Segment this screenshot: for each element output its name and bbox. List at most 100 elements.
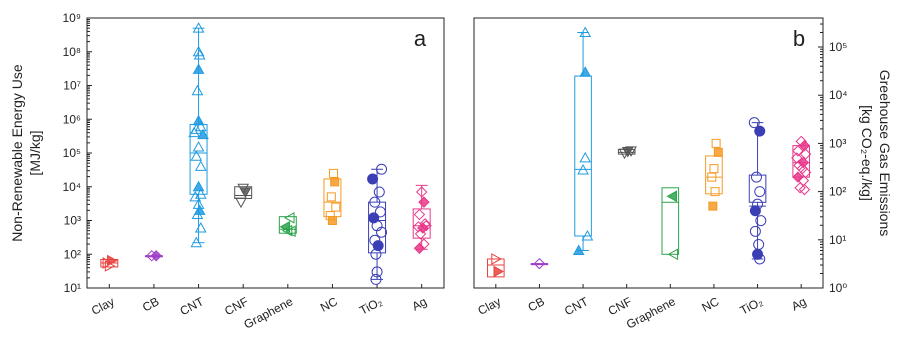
data-point	[190, 150, 203, 161]
data-point	[755, 215, 767, 227]
data-point	[192, 141, 205, 152]
series-Graphene	[278, 211, 297, 238]
x-tick-label: Ag	[789, 294, 809, 313]
x-tick-label: TiO₂	[738, 294, 766, 318]
data-point	[750, 171, 762, 183]
series-Ag	[791, 135, 812, 196]
data-point	[190, 236, 203, 248]
series-NC	[705, 138, 723, 211]
data-point	[188, 126, 200, 138]
x-tick-label: CNF	[606, 294, 634, 318]
y-tick-label: 10⁹	[63, 11, 82, 25]
data-point	[192, 22, 205, 33]
data-point	[194, 188, 207, 199]
data-point	[709, 164, 719, 174]
data-point	[102, 257, 114, 269]
data-point	[579, 66, 592, 77]
box	[368, 201, 387, 254]
y-tick-label: 10⁴	[829, 88, 848, 102]
data-point	[711, 138, 721, 148]
data-point	[281, 224, 293, 237]
data-point	[420, 220, 432, 232]
data-point	[707, 172, 717, 182]
series-Graphene	[661, 187, 680, 261]
data-point	[794, 182, 806, 194]
y-tick-label: 10⁰	[829, 281, 847, 295]
data-point	[239, 187, 252, 199]
data-point	[197, 128, 209, 140]
box	[487, 258, 505, 278]
data-point	[373, 186, 385, 198]
data-point	[792, 171, 804, 183]
plot-frame	[473, 17, 824, 289]
y-tick-label: 10⁶	[63, 112, 81, 126]
y-axis-title-line: [MJ/kg]	[27, 130, 43, 175]
series-CNT	[572, 26, 594, 255]
series-CNF	[617, 146, 637, 160]
data-point	[792, 145, 804, 157]
panel-letter: a	[414, 26, 427, 51]
data-point	[330, 177, 340, 187]
data-point	[754, 125, 766, 137]
data-point	[621, 146, 634, 158]
series-CNF	[234, 183, 253, 209]
data-point	[371, 266, 383, 278]
data-point	[754, 186, 766, 198]
data-point	[798, 183, 811, 196]
data-point	[533, 257, 546, 270]
y-tick-label: 10⁵	[829, 40, 847, 54]
y-tick-label: 10¹	[64, 281, 81, 295]
series-CNT	[188, 22, 209, 248]
data-point	[415, 186, 428, 198]
data-point	[413, 242, 426, 255]
plot-frame	[86, 17, 445, 289]
data-point	[370, 248, 382, 260]
y-axis-title-line: Non-Renewable Energy Use	[9, 64, 25, 242]
y-tick-label: 10⁸	[63, 45, 81, 59]
data-point	[372, 240, 384, 252]
data-point	[374, 206, 386, 218]
y-tick-label: 10²	[829, 185, 846, 199]
data-point	[327, 216, 337, 225]
data-point	[189, 190, 202, 202]
x-tick-label: CB	[526, 294, 547, 314]
series-NC	[323, 168, 342, 225]
data-point	[194, 120, 207, 132]
data-point	[376, 226, 388, 238]
x-tick-label: CNT	[178, 294, 207, 318]
data-point	[285, 225, 296, 238]
data-point	[753, 238, 765, 250]
x-tick-label: CNF	[222, 294, 250, 318]
data-point	[194, 160, 207, 171]
series-CB	[144, 250, 163, 262]
x-tick-label: Graphene	[242, 294, 296, 332]
x-tick-label: NC	[318, 294, 340, 315]
data-point	[749, 205, 761, 217]
data-point	[192, 45, 205, 57]
y-axis-title: Greehouse Gas Emissions[kg CO₂-eq./kg]	[859, 70, 893, 237]
data-point	[572, 244, 585, 255]
x-tick-label: CNT	[562, 294, 591, 318]
data-point	[713, 147, 723, 157]
box	[661, 187, 680, 255]
data-point	[754, 253, 766, 265]
data-point	[331, 202, 341, 212]
series-TiO₂	[367, 163, 388, 285]
y-tick-label: 10¹	[829, 233, 846, 247]
panel-a-energy-use: 10¹ 10² 10³ 10⁴ 10⁵ 10⁶ 10⁷ 10⁸ 10⁹ Non-Renewable…	[9, 11, 445, 332]
data-point	[326, 192, 336, 202]
data-point	[748, 117, 760, 129]
x-tick-label: Graphene	[624, 294, 678, 332]
data-point	[192, 180, 205, 192]
data-point	[150, 250, 162, 262]
data-point	[192, 63, 205, 74]
data-point	[418, 196, 430, 208]
data-point	[579, 26, 592, 38]
data-point	[194, 221, 207, 233]
y-axis-title: Non-Renewable Energy Use [MJ/kg]	[9, 64, 43, 242]
data-point	[107, 254, 118, 267]
series-Clay	[487, 253, 505, 278]
data-point	[191, 84, 204, 96]
x-tick-label: TiO₂	[357, 294, 385, 318]
